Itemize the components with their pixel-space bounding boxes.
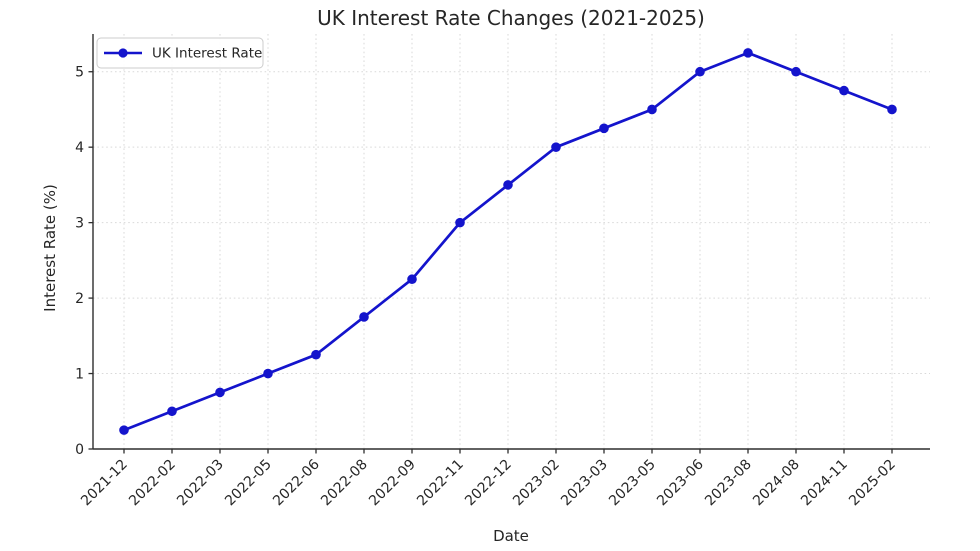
x-tick-label: 2022-11: [414, 457, 467, 510]
data-point-marker: [359, 312, 369, 322]
data-point-marker: [551, 142, 561, 152]
data-point-marker: [887, 104, 897, 115]
data-point-marker: [167, 406, 177, 417]
data-point-marker: [599, 123, 609, 134]
axes: [88, 34, 930, 454]
y-tick-label: 2: [75, 291, 84, 307]
data-point-marker: [743, 48, 753, 58]
x-tick-label: 2022-12: [462, 457, 515, 510]
data-point-marker: [695, 66, 705, 77]
data-series: [119, 48, 897, 435]
data-point-marker: [455, 217, 465, 228]
y-axis-label: Interest Rate (%): [41, 184, 59, 312]
y-tick-label: 1: [75, 367, 84, 383]
data-point-marker: [791, 66, 801, 77]
x-tick-label: 2023-03: [558, 457, 611, 510]
x-tick-label: 2023-05: [606, 457, 659, 510]
legend-entry-label: UK Interest Rate: [152, 46, 262, 62]
x-tick-label: 2021-12: [78, 457, 131, 510]
data-point-marker: [839, 85, 849, 96]
x-tick-label: 2024-11: [798, 457, 851, 510]
data-point-marker: [215, 387, 225, 398]
legend-box: [96, 37, 264, 69]
x-axis-label: Date: [493, 527, 529, 545]
x-tick-label: 2022-06: [270, 456, 323, 509]
data-point-marker: [407, 274, 417, 285]
x-tick-label: 2022-02: [126, 457, 179, 510]
x-tick-label: 2022-05: [222, 457, 275, 510]
x-tick-label: 2023-08: [702, 457, 755, 510]
data-point-marker: [503, 180, 513, 190]
x-tick-label: 2022-08: [318, 457, 371, 510]
data-point-marker: [311, 349, 321, 360]
legend-marker-icon: [118, 48, 128, 58]
y-tick-label: 0: [75, 442, 84, 458]
x-tick-label: 2023-06: [654, 456, 707, 509]
x-tick-label: 2024-08: [750, 457, 803, 510]
data-point-marker: [119, 425, 129, 435]
x-tick-label: 2022-09: [366, 457, 419, 510]
legend: UK Interest Rate: [96, 37, 264, 69]
y-tick-label: 3: [75, 216, 84, 232]
y-tick-label: 4: [75, 140, 84, 156]
data-point-marker: [647, 104, 657, 115]
x-tick-label: 2025-02: [846, 457, 899, 510]
chart-title: UK Interest Rate Changes (2021-2025): [317, 6, 705, 30]
data-point-marker: [263, 368, 273, 379]
grid-lines: [93, 34, 930, 450]
x-tick-label: 2022-03: [174, 457, 227, 510]
tick-labels: 0123452021-122022-022022-032022-052022-0…: [75, 65, 899, 509]
x-tick-label: 2023-02: [510, 457, 563, 510]
y-tick-label: 5: [75, 65, 84, 81]
